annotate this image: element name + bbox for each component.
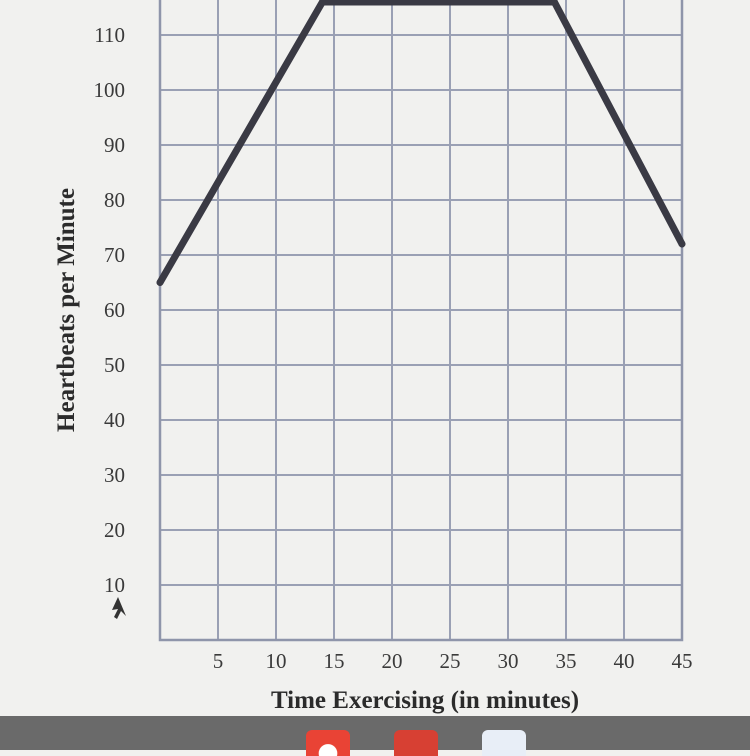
y-tick-label: 20 xyxy=(104,518,125,542)
y-tick-label: 90 xyxy=(104,133,125,157)
document-icon[interactable] xyxy=(482,730,526,756)
y-tick-labels: 10 20 30 40 50 60 70 80 90 100 110 xyxy=(94,23,126,597)
y-tick-label: 100 xyxy=(94,78,126,102)
data-point xyxy=(319,0,326,6)
chrome-icon[interactable] xyxy=(306,730,350,756)
y-tick-label: 80 xyxy=(104,188,125,212)
data-point xyxy=(551,0,558,6)
y-tick-label: 10 xyxy=(104,573,125,597)
x-tick-label: 40 xyxy=(614,649,635,673)
y-tick-label: 110 xyxy=(94,23,125,47)
x-tick-label: 15 xyxy=(324,649,345,673)
series-layer xyxy=(156,0,686,286)
data-point xyxy=(678,240,686,248)
cursor-arrow-icon xyxy=(112,597,126,619)
y-tick-label: 50 xyxy=(104,353,125,377)
y-tick-label: 30 xyxy=(104,463,125,487)
x-tick-label: 30 xyxy=(498,649,519,673)
x-axis-title: Time Exercising (in minutes) xyxy=(271,687,579,714)
x-tick-label: 20 xyxy=(382,649,403,673)
y-tick-label: 70 xyxy=(104,243,125,267)
mail-icon[interactable] xyxy=(394,730,438,756)
x-tick-label: 35 xyxy=(556,649,577,673)
y-axis-title: Heartbeats per Minute xyxy=(53,188,80,432)
x-tick-label: 10 xyxy=(266,649,287,673)
series-line xyxy=(156,0,686,286)
y-tick-label: 40 xyxy=(104,408,125,432)
x-tick-label: 5 xyxy=(213,649,224,673)
x-tick-labels: 5 10 15 20 25 30 35 40 45 xyxy=(213,649,693,673)
x-tick-label: 45 xyxy=(672,649,693,673)
y-tick-label: 60 xyxy=(104,298,125,322)
x-tick-label: 25 xyxy=(440,649,461,673)
plot-frame xyxy=(158,0,684,642)
data-point xyxy=(156,279,164,286)
taskbar xyxy=(0,716,750,756)
grid xyxy=(160,0,682,640)
